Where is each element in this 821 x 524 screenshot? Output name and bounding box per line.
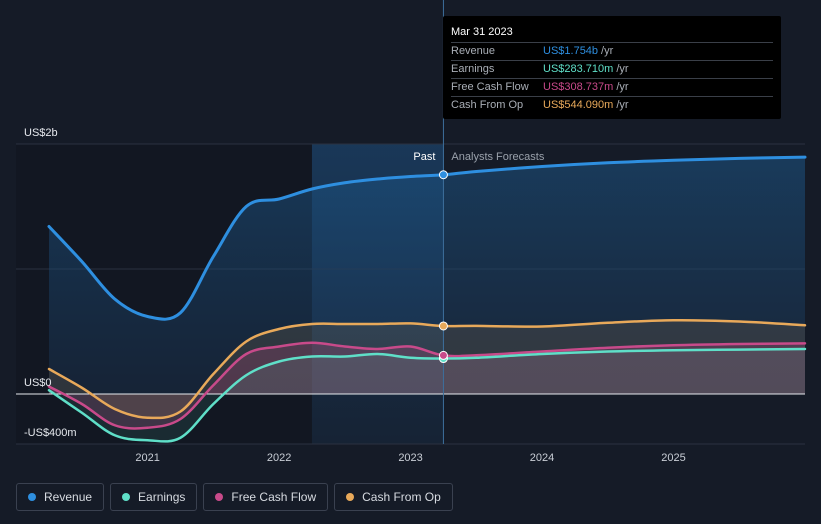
free-cash-flow-dot-icon xyxy=(215,493,224,501)
tooltip-unit: /yr xyxy=(616,99,629,111)
tooltip-row-cash-from-op: Cash From Op US$544.090m /yr xyxy=(451,96,773,114)
y-tick-label: -US$400m xyxy=(24,427,77,439)
legend-item-earnings[interactable]: Earnings xyxy=(110,483,198,511)
legend-label: Free Cash Flow xyxy=(231,490,317,504)
tooltip-label: Revenue xyxy=(451,45,496,57)
series-line-free-cash-flow xyxy=(47,341,807,430)
legend-label: Revenue xyxy=(44,490,93,504)
cash-from-op-dot-icon xyxy=(346,493,355,501)
y-tick-label: US$0 xyxy=(24,377,52,389)
series-line-cash-from-op xyxy=(47,318,807,420)
legend-label: Cash From Op xyxy=(362,490,441,504)
tooltip-value: US$544.090m xyxy=(543,99,614,111)
x-tick-label: 2021 xyxy=(135,452,159,464)
tooltip-label: Cash From Op xyxy=(451,99,524,111)
series-line-earnings xyxy=(47,347,807,443)
series-marker-cash-from-op xyxy=(438,321,448,331)
revenue-dot-icon xyxy=(28,493,36,501)
past-label: Past xyxy=(413,151,435,163)
tooltip-row-revenue: Revenue US$1.754b /yr xyxy=(451,42,773,60)
tooltip-label: Free Cash Flow xyxy=(451,81,529,93)
tooltip-unit: /yr xyxy=(601,45,614,57)
legend-label: Earnings xyxy=(138,490,186,504)
x-tick-label: 2025 xyxy=(661,452,685,464)
tooltip-unit: /yr xyxy=(616,81,629,93)
series-area-earnings xyxy=(49,349,805,442)
tooltip-row-earnings: Earnings US$283.710m /yr xyxy=(451,60,773,78)
x-tick-label: 2023 xyxy=(398,452,422,464)
x-tick-label: 2022 xyxy=(267,452,291,464)
tooltip-row-free-cash-flow: Free Cash Flow US$308.737m /yr xyxy=(451,78,773,96)
series-marker-revenue xyxy=(438,170,448,180)
tooltip-date: Mar 31 2023 xyxy=(451,26,513,38)
y-tick-label: US$2b xyxy=(24,127,58,139)
forecast-label: Analysts Forecasts xyxy=(451,151,544,163)
legend-item-free-cash-flow[interactable]: Free Cash Flow xyxy=(203,483,329,511)
x-tick-label: 2024 xyxy=(530,452,554,464)
tooltip-label: Earnings xyxy=(451,63,495,75)
tooltip-unit: /yr xyxy=(616,63,629,75)
earnings-dot-icon xyxy=(122,493,131,501)
legend: Revenue Earnings Free Cash Flow Cash Fro… xyxy=(16,483,453,511)
series-area-free-cash-flow xyxy=(49,342,805,429)
series-line-revenue xyxy=(47,155,807,321)
legend-item-revenue[interactable]: Revenue xyxy=(16,483,105,511)
tooltip-value: US$1.754b xyxy=(543,45,599,57)
tooltip-value: US$283.710m xyxy=(543,63,614,75)
series-marker-free-cash-flow xyxy=(438,350,448,360)
tooltip: Mar 31 2023 Revenue US$1.754b /yr Earnin… xyxy=(443,16,781,119)
legend-item-cash-from-op[interactable]: Cash From Op xyxy=(334,483,453,511)
tooltip-value: US$308.737m xyxy=(543,81,614,93)
